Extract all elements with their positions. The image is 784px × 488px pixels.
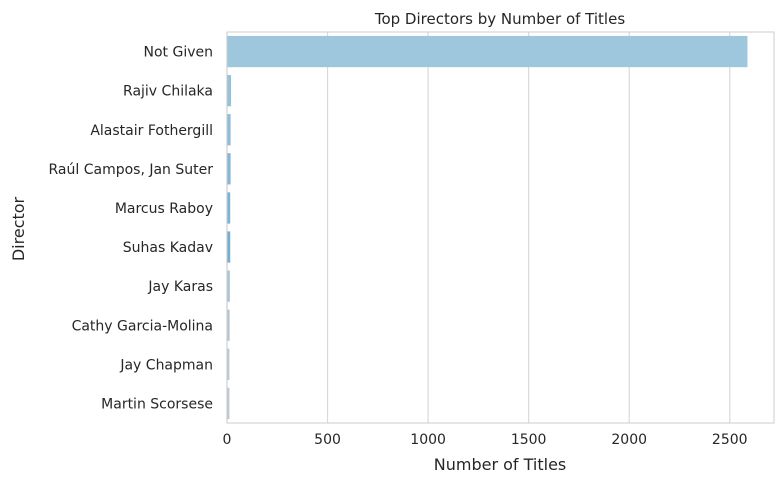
bar [227,192,231,224]
y-tick-label: Cathy Garcia-Molina [72,318,213,334]
y-tick-label: Jay Chapman [119,357,213,373]
x-tick-label: 2000 [611,432,647,448]
chart-title: Top Directors by Number of Titles [374,10,625,28]
y-tick-label: Suhas Kadav [123,240,213,256]
bar [227,153,231,185]
bars [227,35,748,420]
gridlines [226,32,731,423]
bar [227,114,231,146]
y-tick-label: Not Given [144,45,214,61]
plot-frame [226,31,775,424]
y-tick-label: Jay Karas [147,279,213,295]
y-tick-label: Alastair Fothergill [90,123,213,139]
bar [227,309,230,341]
x-tick-label: 500 [314,432,341,448]
y-axis-label: Director [9,196,28,261]
y-tick-label: Marcus Raboy [115,201,213,217]
bar [227,35,748,68]
bar [227,270,230,302]
x-tick-label: 0 [223,432,232,448]
y-tick-label: Raúl Campos, Jan Suter [49,162,214,178]
x-axis-label: Number of Titles [434,455,567,474]
bar [227,387,230,420]
y-tick-labels: Not Given Rajiv Chilaka Alastair Fothergil… [49,45,214,413]
bar [227,348,230,380]
x-tick-label: 2500 [712,432,748,448]
x-tick-label: 1000 [410,432,446,448]
y-tick-label: Martin Scorsese [101,396,213,412]
x-tick-label: 1500 [511,432,547,448]
bar [227,75,232,107]
x-tick-labels: 0 500 1000 1500 2000 2500 [223,432,748,448]
bar [227,231,231,263]
y-tick-label: Rajiv Chilaka [123,84,213,100]
